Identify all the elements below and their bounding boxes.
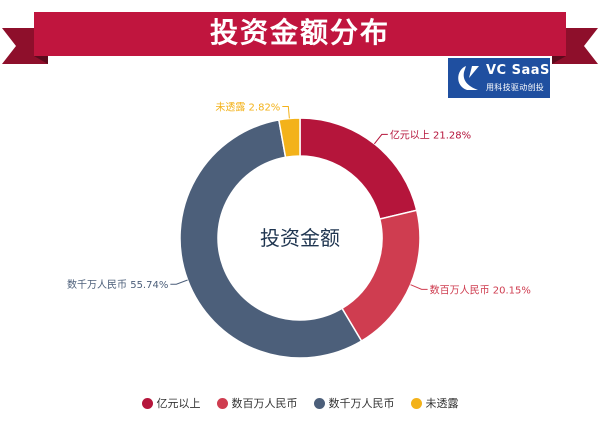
leader-line-millions-rmb bbox=[410, 284, 428, 290]
legend-label: 亿元以上 bbox=[156, 397, 201, 410]
logo-emblem-icon bbox=[458, 66, 479, 90]
page-title: 投资金额分布 bbox=[209, 16, 390, 49]
vc-saas-logo: VC SaaS 用科技驱动创投 bbox=[448, 58, 550, 98]
legend-swatch bbox=[216, 397, 228, 409]
donut-center-label: 投资金额 bbox=[260, 226, 340, 250]
data-label-millions-rmb: 数百万人民币 20.15% bbox=[430, 283, 531, 296]
legend-swatch bbox=[313, 397, 325, 409]
slice-tens-of-millions-rmb bbox=[179, 119, 363, 359]
leader-line-undisclosed bbox=[282, 106, 290, 119]
legend-item-undisclosed[interactable]: 未透露 bbox=[410, 395, 459, 411]
legend-label: 未透露 bbox=[425, 397, 459, 410]
legend-label: 数千万人民币 bbox=[328, 397, 395, 410]
banner-ribbon bbox=[2, 12, 598, 64]
logo-name: VC SaaS bbox=[486, 63, 550, 78]
ribbon-right-fold bbox=[552, 56, 566, 64]
legend-swatch bbox=[410, 397, 422, 409]
legend-item-tens-of-millions-rmb[interactable]: 数千万人民币 bbox=[313, 395, 395, 411]
ribbon-left-fold bbox=[34, 56, 48, 64]
logo-tagline: 用科技驱动创投 bbox=[486, 83, 545, 92]
ribbon-band bbox=[34, 12, 566, 56]
legend-label: 数百万人民币 bbox=[231, 397, 298, 410]
chart-legend: 亿元以上 数百万人民币 数千万人民币 未透露 bbox=[0, 395, 600, 411]
legend-item-millions-rmb[interactable]: 数百万人民币 bbox=[216, 395, 298, 411]
slice-millions-rmb bbox=[341, 209, 421, 343]
leader-line-tens-of-millions-rmb bbox=[170, 279, 188, 285]
legend-swatch bbox=[141, 397, 153, 409]
leader-line-yi-yuan-above bbox=[373, 133, 388, 145]
data-label-yi-yuan-above: 亿元以上 21.28% bbox=[390, 128, 471, 141]
legend-item-yi-yuan-above[interactable]: 亿元以上 bbox=[141, 395, 201, 411]
slice-undisclosed bbox=[277, 117, 301, 159]
data-label-tens-of-millions-rmb: 数千万人民币 55.74% bbox=[67, 278, 168, 291]
data-label-undisclosed: 未透露 2.82% bbox=[215, 102, 280, 114]
